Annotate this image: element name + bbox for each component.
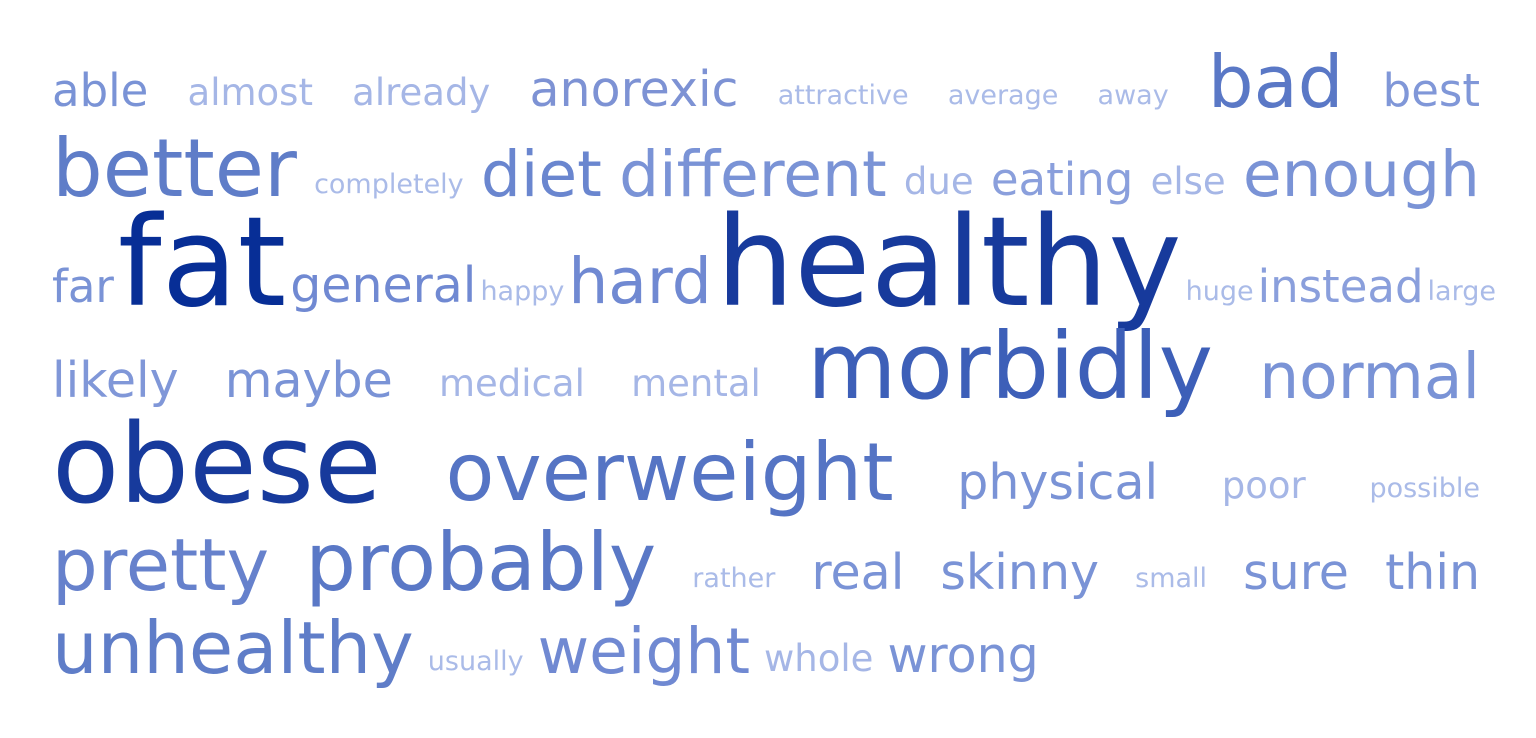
cloud-word: poor xyxy=(1221,464,1306,508)
cloud-word: different xyxy=(619,137,887,211)
cloud-word: better xyxy=(52,122,297,215)
cloud-word: bad xyxy=(1207,40,1344,125)
cloud-word: due xyxy=(903,160,974,204)
cloud-word: medical xyxy=(439,362,585,406)
cloud-word: large xyxy=(1427,276,1496,308)
cloud-word: away xyxy=(1097,80,1169,112)
cloud-word: huge xyxy=(1185,276,1254,308)
cloud-word: normal xyxy=(1259,339,1480,413)
cloud-word: real xyxy=(811,543,905,601)
cloud-word: small xyxy=(1135,563,1208,595)
cloud-word: morbidly xyxy=(806,313,1214,421)
cloud-word: diet xyxy=(480,137,602,211)
cloud-word: wrong xyxy=(887,626,1039,684)
cloud-word: happy xyxy=(480,276,565,308)
cloud-word: obese xyxy=(52,400,382,528)
cloud-word: average xyxy=(947,80,1059,112)
cloud-word: able xyxy=(52,64,149,117)
cloud-word: attractive xyxy=(777,80,909,112)
cloud-word: general xyxy=(290,256,477,314)
cloud-word: almost xyxy=(187,71,313,115)
cloud-word: whole xyxy=(764,637,874,681)
cloud-word: else xyxy=(1150,160,1226,204)
cloud-word: pretty xyxy=(52,523,270,608)
cloud-word: thin xyxy=(1385,543,1480,601)
cloud-word: mental xyxy=(631,362,761,406)
cloud-word: physical xyxy=(957,453,1159,511)
cloud-word: likely xyxy=(52,351,179,409)
cloud-word: hard xyxy=(568,244,712,318)
cloud-word: unhealthy xyxy=(52,606,414,691)
cloud-word: probably xyxy=(305,516,657,609)
cloud-word: healthy xyxy=(715,190,1182,335)
cloud-word: overweight xyxy=(445,426,894,519)
cloud-word: already xyxy=(352,71,491,115)
cloud-word: best xyxy=(1382,64,1480,117)
cloud-word: sure xyxy=(1243,543,1349,601)
cloud-word: anorexic xyxy=(529,60,739,118)
cloud-word: enough xyxy=(1242,137,1480,211)
cloud-word: fat xyxy=(117,190,287,335)
cloud-word: rather xyxy=(692,563,776,595)
cloud-word: usually xyxy=(427,646,524,678)
cloud-word: maybe xyxy=(224,351,393,409)
cloud-word: weight xyxy=(537,614,751,688)
cloud-word: skinny xyxy=(940,543,1100,601)
cloud-word: possible xyxy=(1369,473,1480,505)
cloud-word: eating xyxy=(990,153,1134,206)
cloud-word: instead xyxy=(1257,260,1424,313)
cloud-word: far xyxy=(52,260,114,313)
cloud-word: completely xyxy=(314,169,464,201)
